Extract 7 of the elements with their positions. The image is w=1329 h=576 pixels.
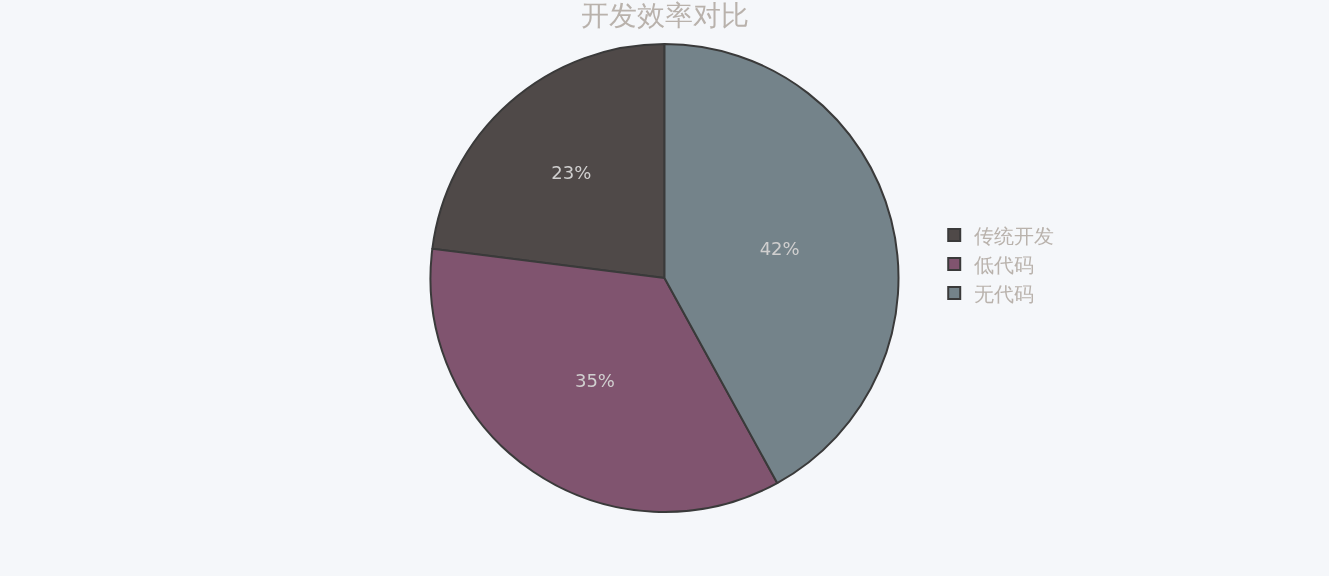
legend-label: 无代码 (974, 281, 1035, 306)
chart-title: 开发效率对比 (580, 0, 749, 33)
legend-label: 传统开发 (974, 223, 1055, 248)
data-label: 35% (574, 369, 615, 391)
legend-label: 低代码 (974, 252, 1035, 277)
data-label: 23% (551, 161, 592, 183)
data-label: 42% (759, 237, 800, 259)
